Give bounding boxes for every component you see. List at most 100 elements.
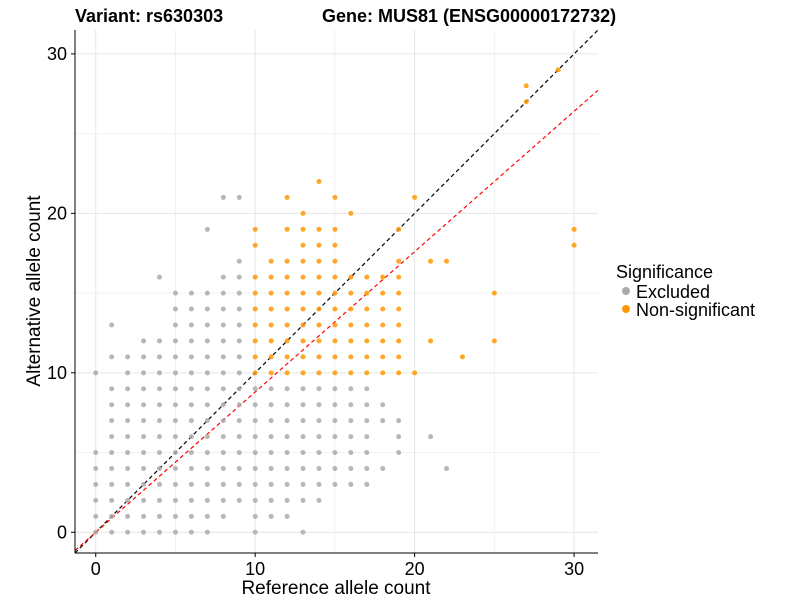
point-non-significant [316, 242, 322, 248]
point-excluded [172, 386, 178, 392]
point-excluded [204, 370, 210, 376]
point-non-significant [284, 194, 290, 200]
point-non-significant [348, 274, 354, 280]
point-excluded [268, 434, 274, 440]
point-non-significant [316, 370, 322, 376]
point-excluded [188, 450, 194, 456]
point-excluded [268, 450, 274, 456]
legend: Significance Excluded Non-significant [616, 262, 755, 320]
point-excluded [364, 450, 370, 456]
point-excluded [220, 481, 226, 487]
point-excluded [348, 386, 354, 392]
point-non-significant [316, 306, 322, 312]
point-non-significant [252, 338, 258, 344]
point-excluded [316, 481, 322, 487]
point-non-significant [459, 354, 465, 360]
point-non-significant [491, 338, 497, 344]
point-non-significant [380, 354, 386, 360]
point-excluded [141, 529, 147, 535]
point-excluded [268, 513, 274, 519]
point-excluded [172, 290, 178, 296]
point-excluded [93, 529, 99, 535]
point-excluded [284, 465, 290, 471]
point-excluded [300, 465, 306, 471]
point-excluded [284, 402, 290, 408]
point-non-significant [348, 290, 354, 296]
point-excluded [236, 322, 242, 328]
point-excluded [220, 370, 226, 376]
y-tick-label: 20 [47, 203, 67, 223]
point-excluded [332, 402, 338, 408]
point-excluded [220, 434, 226, 440]
point-non-significant [428, 258, 434, 264]
point-excluded [348, 465, 354, 471]
point-non-significant [396, 338, 402, 344]
point-excluded [380, 418, 386, 424]
point-non-significant [332, 242, 338, 248]
point-excluded [284, 497, 290, 503]
point-excluded [204, 481, 210, 487]
point-non-significant [491, 290, 497, 296]
point-excluded [109, 450, 115, 456]
point-excluded [188, 290, 194, 296]
point-non-significant [332, 226, 338, 232]
point-excluded [284, 450, 290, 456]
point-excluded [172, 465, 178, 471]
reference-lines [74, 29, 599, 554]
point-excluded [220, 322, 226, 328]
point-excluded [236, 338, 242, 344]
point-excluded [268, 465, 274, 471]
point-non-significant [380, 322, 386, 328]
point-excluded [284, 513, 290, 519]
point-excluded [316, 497, 322, 503]
point-excluded [125, 450, 131, 456]
point-non-significant [380, 338, 386, 344]
point-excluded [236, 306, 242, 312]
point-non-significant [332, 258, 338, 264]
point-non-significant [428, 338, 434, 344]
point-excluded [172, 450, 178, 456]
point-excluded [220, 338, 226, 344]
point-excluded [204, 322, 210, 328]
point-excluded [348, 450, 354, 456]
point-excluded [284, 481, 290, 487]
point-non-significant [364, 322, 370, 328]
point-excluded [188, 497, 194, 503]
point-excluded [300, 402, 306, 408]
point-non-significant [316, 338, 322, 344]
point-excluded [157, 354, 163, 360]
point-excluded [188, 370, 194, 376]
point-non-significant [284, 226, 290, 232]
point-non-significant [444, 258, 450, 264]
point-non-significant [252, 290, 258, 296]
point-excluded [236, 386, 242, 392]
point-excluded [220, 194, 226, 200]
y-tick-label: 30 [47, 44, 67, 64]
point-excluded [188, 481, 194, 487]
point-non-significant [364, 338, 370, 344]
point-non-significant [396, 322, 402, 328]
point-excluded [236, 370, 242, 376]
point-excluded [109, 513, 115, 519]
axis-ticks: 0 10 20 30 0 10 20 30 [47, 44, 584, 579]
point-excluded [300, 529, 306, 535]
point-non-significant [284, 338, 290, 344]
point-excluded [188, 465, 194, 471]
point-excluded [141, 497, 147, 503]
point-excluded [188, 418, 194, 424]
legend-title: Significance [616, 262, 713, 282]
point-excluded [125, 497, 131, 503]
point-excluded [204, 354, 210, 360]
point-excluded [348, 481, 354, 487]
point-excluded [141, 513, 147, 519]
point-non-significant [348, 338, 354, 344]
point-excluded [141, 434, 147, 440]
point-excluded [220, 306, 226, 312]
point-non-significant [316, 290, 322, 296]
point-non-significant [412, 194, 418, 200]
point-non-significant [523, 99, 529, 105]
point-excluded [157, 418, 163, 424]
point-non-significant [380, 290, 386, 296]
x-axis-title: Reference allele count [241, 578, 431, 599]
point-excluded [93, 497, 99, 503]
